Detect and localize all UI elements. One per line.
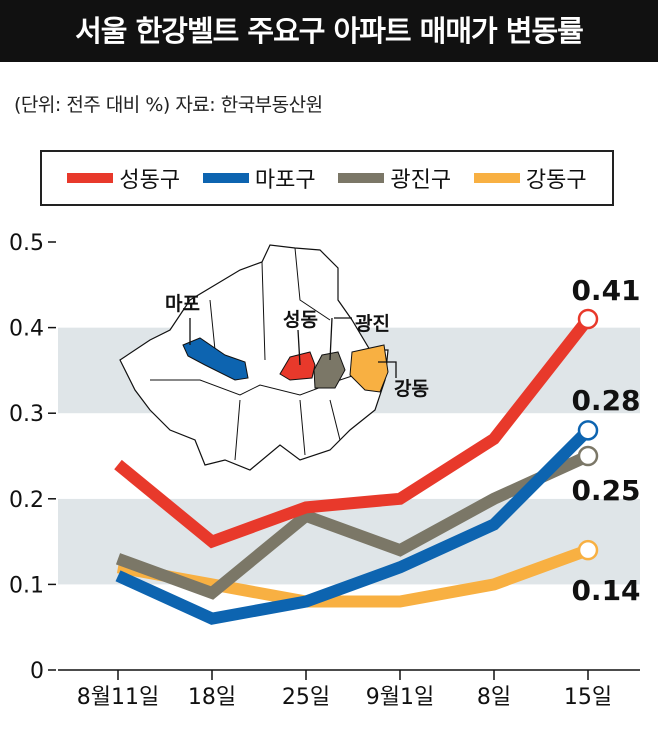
legend-item-gangdong: 강동구	[473, 162, 587, 194]
mapo-region	[182, 337, 249, 381]
end-marker	[577, 308, 599, 330]
x-tick-label: 25일	[282, 685, 330, 710]
legend-swatch	[202, 173, 249, 183]
y-tick-label: 0.1	[9, 573, 44, 598]
end-value-label: 0.28	[571, 384, 640, 417]
map-label-gwangjin: 광진	[355, 313, 390, 335]
x-tick-label: 15일	[564, 685, 612, 710]
y-tick-label: 0.2	[9, 488, 44, 513]
end-marker	[577, 420, 599, 441]
end-value-label: 0.41	[571, 274, 640, 307]
legend-label: 성동구	[119, 168, 181, 193]
x-tick-label: 8일	[477, 685, 511, 710]
map-label-seongdong: 성동	[283, 309, 318, 331]
legend-item-gwangjin: 광진구	[338, 162, 451, 194]
y-tick-label: 0	[30, 659, 44, 684]
map-label-gangdong: 강동	[394, 378, 429, 400]
x-tick-label: 8월11일	[77, 685, 159, 710]
gangdong-region	[349, 344, 389, 393]
legend-swatch	[67, 173, 114, 183]
legend-item-seongdong: 성동구	[67, 162, 180, 194]
end-marker	[577, 445, 599, 467]
y-tick-label: 0.5	[9, 231, 44, 256]
legend-item-mapo: 마포구	[202, 162, 316, 194]
end-value-label: 0.25	[571, 474, 640, 507]
legend-label: 마포구	[254, 168, 316, 193]
y-tick-label: 0.4	[9, 317, 44, 342]
end-marker	[577, 539, 599, 561]
legend-swatch	[338, 173, 385, 183]
x-tick-label: 18일	[188, 685, 236, 710]
series-line-0	[114, 315, 593, 549]
map-label-mapo: 마포	[165, 293, 200, 315]
x-tick-label: 9월1일	[366, 685, 434, 710]
legend: 성동구 마포구 광진구 강동구	[40, 150, 614, 206]
end-value-label: 0.14	[571, 574, 640, 607]
chart-title: 서울 한강벨트 주요구 아파트 매매가 변동률	[0, 0, 658, 62]
grid-band	[58, 242, 640, 328]
gwangjin-region	[313, 351, 346, 389]
legend-label: 광진구	[390, 168, 452, 193]
legend-label: 강동구	[525, 168, 587, 193]
seoul-map-inset: 마포 성동 광진 강동	[119, 244, 429, 471]
series-line-1	[115, 426, 593, 625]
unit-source-note: (단위: 전주 대비 %) 자료: 한국부동산원	[14, 94, 323, 116]
y-tick-label: 0.3	[9, 402, 44, 427]
legend-swatch	[473, 173, 520, 183]
series-line-2	[115, 450, 591, 600]
seongdong-region	[279, 351, 316, 381]
